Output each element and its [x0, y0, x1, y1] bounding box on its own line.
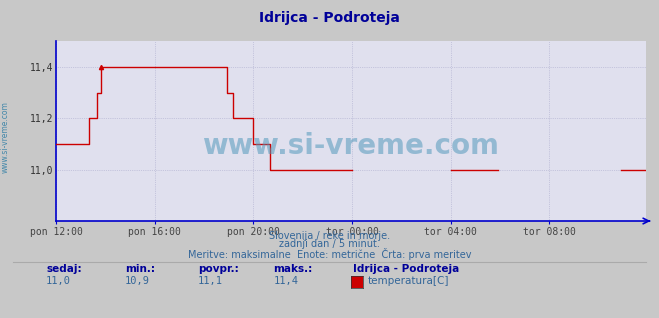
Text: 10,9: 10,9	[125, 276, 150, 286]
Text: sedaj:: sedaj:	[46, 264, 82, 274]
Text: Meritve: maksimalne  Enote: metrične  Črta: prva meritev: Meritve: maksimalne Enote: metrične Črta…	[188, 248, 471, 260]
Text: maks.:: maks.:	[273, 264, 313, 274]
Text: 11,1: 11,1	[198, 276, 223, 286]
Text: povpr.:: povpr.:	[198, 264, 239, 274]
Text: min.:: min.:	[125, 264, 156, 274]
Text: www.si-vreme.com: www.si-vreme.com	[1, 101, 10, 173]
Text: www.si-vreme.com: www.si-vreme.com	[202, 132, 500, 160]
Text: Slovenija / reke in morje.: Slovenija / reke in morje.	[269, 231, 390, 240]
Text: zadnji dan / 5 minut.: zadnji dan / 5 minut.	[279, 239, 380, 249]
Text: 11,4: 11,4	[273, 276, 299, 286]
Text: Idrijca - Podroteja: Idrijca - Podroteja	[259, 11, 400, 25]
Text: 11,0: 11,0	[46, 276, 71, 286]
Text: temperatura[C]: temperatura[C]	[368, 276, 449, 286]
Text: Idrijca - Podroteja: Idrijca - Podroteja	[353, 264, 459, 274]
